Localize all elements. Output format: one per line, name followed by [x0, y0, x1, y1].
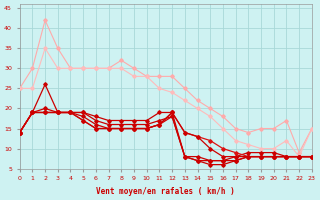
- X-axis label: Vent moyen/en rafales ( km/h ): Vent moyen/en rafales ( km/h ): [96, 187, 235, 196]
